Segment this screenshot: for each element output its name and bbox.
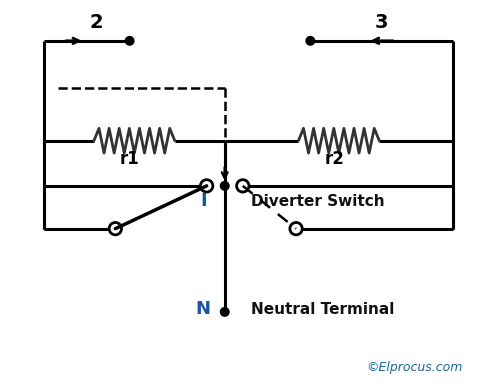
Text: N: N: [196, 300, 211, 318]
Text: 2: 2: [89, 12, 103, 32]
Text: ©Elprocus.com: ©Elprocus.com: [366, 361, 463, 374]
Text: r2: r2: [324, 151, 344, 168]
Text: r1: r1: [120, 151, 140, 168]
Text: Diverter Switch: Diverter Switch: [251, 194, 385, 209]
Text: I: I: [200, 192, 207, 210]
Text: 3: 3: [375, 12, 389, 32]
Circle shape: [125, 37, 134, 45]
Circle shape: [221, 308, 229, 316]
Text: Neutral Terminal: Neutral Terminal: [251, 302, 394, 317]
Circle shape: [306, 37, 315, 45]
Circle shape: [221, 181, 229, 190]
